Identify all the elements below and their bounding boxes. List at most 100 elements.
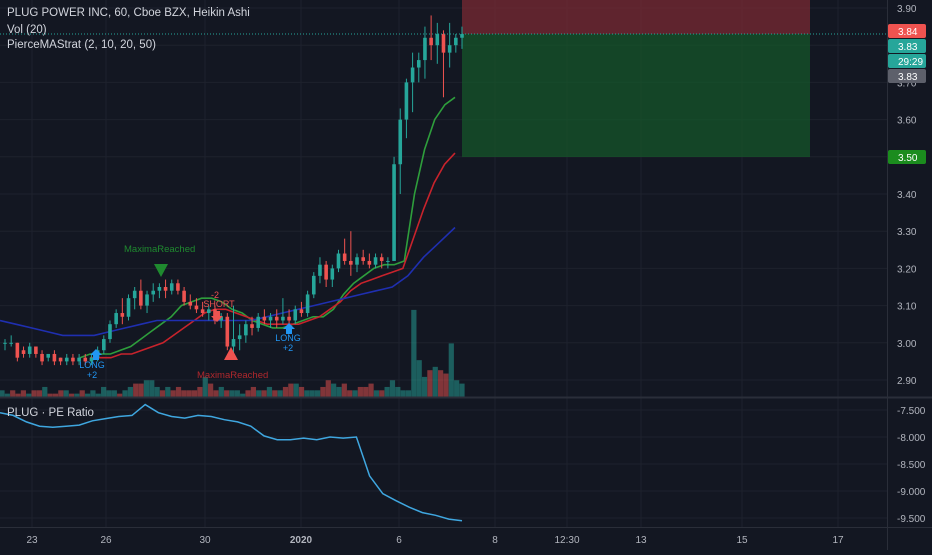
volume-bar xyxy=(186,390,192,397)
candle-body xyxy=(151,290,156,295)
short-qty: -2 xyxy=(211,290,219,300)
volume-bar xyxy=(31,390,37,397)
volume-bar xyxy=(288,383,294,397)
pe-tick-label: -8.500 xyxy=(897,460,926,471)
volume-bar xyxy=(277,390,283,397)
time-axis[interactable]: 23 26 30 2020 6 8 12:30 13 15 17 xyxy=(26,535,844,546)
candle-body xyxy=(83,357,88,362)
time-tick-label: 2020 xyxy=(290,535,313,546)
volume-bar xyxy=(389,380,396,397)
candle-body xyxy=(447,45,452,53)
volume-bar xyxy=(282,386,289,397)
volume-bar xyxy=(165,386,171,397)
volume-bar xyxy=(229,390,235,397)
candle-body xyxy=(237,335,242,340)
candle-body xyxy=(416,60,421,68)
volume-bar xyxy=(314,390,321,397)
short-label: SHORT xyxy=(203,299,235,309)
volume-bar xyxy=(111,390,117,397)
candle-body xyxy=(256,316,261,328)
volume-bar xyxy=(250,386,256,397)
volume-bar xyxy=(347,390,353,397)
long-label-1: LONG xyxy=(79,360,105,370)
price-tick-label: 3.90 xyxy=(897,4,917,15)
candle-body xyxy=(188,301,193,306)
volume-bar xyxy=(197,386,203,397)
candle-body xyxy=(287,316,291,321)
volume-bar xyxy=(352,390,358,397)
volume-layer xyxy=(0,309,465,397)
price-label-text: 3.83 xyxy=(898,42,918,53)
time-tick-label: 12:30 xyxy=(554,535,579,546)
candle-body xyxy=(349,260,353,265)
candle-body xyxy=(40,353,44,362)
pe-ratio-legend[interactable]: PLUG · PE Ratio xyxy=(7,407,94,419)
candle-body xyxy=(392,164,396,261)
candle-body xyxy=(219,316,223,321)
candle-body xyxy=(299,309,304,314)
time-tick-label: 17 xyxy=(832,535,844,546)
candle-body xyxy=(126,298,131,317)
pe-tick-label: -7.500 xyxy=(897,406,926,417)
volume-bar xyxy=(95,393,101,397)
volume-bar xyxy=(363,386,369,397)
maxima-label-bottom: MaximaReached xyxy=(197,370,268,381)
volume-bar xyxy=(68,393,75,397)
volume-bar xyxy=(272,390,278,397)
volume-bar xyxy=(10,390,16,397)
volume-bar xyxy=(58,390,64,397)
candle-body xyxy=(305,294,310,314)
pe-tick-label: -9.000 xyxy=(897,487,926,498)
volume-bar xyxy=(325,380,331,397)
volume-bar xyxy=(20,390,26,397)
arrow-down-icon xyxy=(211,311,223,322)
candle-body xyxy=(274,316,279,321)
pe-ratio-pane xyxy=(0,403,463,522)
price-tick-label: 3.00 xyxy=(897,339,917,350)
maxima-label-top: MaximaReached xyxy=(124,244,195,255)
signal-markers: MaximaReached -2 SHORT MaximaReached LON… xyxy=(79,244,301,381)
volume-bar xyxy=(421,376,428,397)
candle-body xyxy=(194,305,199,310)
volume-bar xyxy=(117,393,123,397)
stop-zone xyxy=(462,0,810,34)
candle-body xyxy=(386,260,390,262)
time-tick-label: 8 xyxy=(492,535,498,546)
candles-layer xyxy=(3,15,464,366)
price-tick-label: 2.90 xyxy=(897,376,917,387)
candle-body xyxy=(435,34,440,46)
pe-tick-label: -8.000 xyxy=(897,433,926,444)
time-tick-label: 15 xyxy=(736,535,748,546)
volume-bar xyxy=(400,390,406,397)
candle-body xyxy=(324,264,328,280)
volume-bar xyxy=(405,390,412,397)
candle-body xyxy=(132,290,137,299)
volume-legend[interactable]: Vol (20) xyxy=(7,24,47,36)
volume-bar xyxy=(202,376,208,397)
volume-bar xyxy=(154,386,160,397)
candle-body xyxy=(200,309,205,314)
price-label-bg xyxy=(888,150,926,164)
moving-average-line xyxy=(90,152,456,359)
candle-body xyxy=(145,294,149,306)
grid-layer xyxy=(0,0,887,527)
candle-body xyxy=(355,257,359,265)
symbol-title[interactable]: PLUG POWER INC, 60, Cboe BZX, Heikin Ash… xyxy=(7,7,250,19)
price-label-text: 3.84 xyxy=(898,27,918,38)
price-label-bg xyxy=(888,39,926,53)
volume-bar xyxy=(106,390,112,397)
volume-bar xyxy=(4,393,10,397)
volume-bar xyxy=(432,366,438,397)
candle-body xyxy=(46,353,51,358)
price-tick-label: 3.30 xyxy=(897,227,917,238)
moving-average-line xyxy=(79,96,456,359)
candle-body xyxy=(9,342,13,344)
candle-body xyxy=(3,342,7,344)
volume-bar xyxy=(320,386,326,397)
candle-body xyxy=(361,257,365,261)
candle-body xyxy=(169,283,174,291)
candle-body xyxy=(336,253,341,269)
strategy-legend[interactable]: PierceMAStrat (2, 10, 20, 50) xyxy=(7,39,156,51)
